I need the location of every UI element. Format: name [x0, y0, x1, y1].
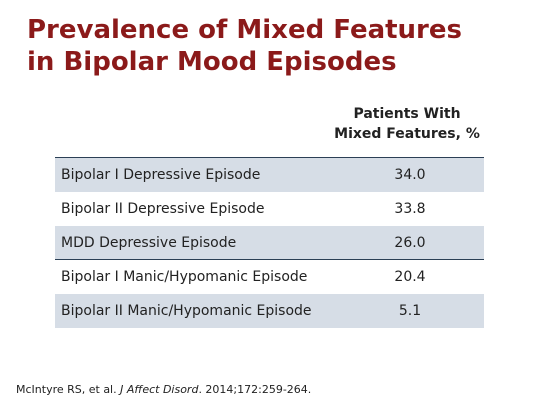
- table-row: Bipolar I Manic/Hypomanic Episode 20.4: [55, 260, 484, 294]
- column-header: Patients With Mixed Features, %: [322, 104, 492, 144]
- table-row: Bipolar II Depressive Episode 33.8: [55, 192, 484, 226]
- row-value: 26.0: [394, 235, 426, 251]
- table-row: Bipolar II Manic/Hypomanic Episode 5.1: [55, 294, 484, 328]
- citation-authors: McIntyre RS, et al.: [16, 383, 121, 396]
- title-line-2: in Bipolar Mood Episodes: [27, 47, 397, 77]
- row-label: MDD Depressive Episode: [61, 235, 237, 251]
- row-value: 33.8: [394, 201, 426, 217]
- citation-details: . 2014;172:259-264.: [198, 383, 312, 396]
- row-label: Bipolar II Manic/Hypomanic Episode: [61, 303, 312, 319]
- row-label: Bipolar II Depressive Episode: [61, 201, 265, 217]
- column-header-line-1: Patients With: [353, 106, 461, 122]
- table-row: MDD Depressive Episode 26.0: [55, 226, 484, 260]
- citation: McIntyre RS, et al. J Affect Disord. 201…: [16, 383, 311, 396]
- citation-journal: J Affect Disord: [120, 383, 199, 396]
- title-line-1: Prevalence of Mixed Features: [27, 15, 462, 45]
- column-header-line-2: Mixed Features, %: [334, 126, 480, 142]
- prevalence-table: Bipolar I Depressive Episode 34.0 Bipola…: [55, 157, 484, 328]
- row-value: 20.4: [394, 269, 426, 285]
- row-label: Bipolar I Manic/Hypomanic Episode: [61, 269, 308, 285]
- slide-title: Prevalence of Mixed Features in Bipolar …: [27, 14, 507, 78]
- row-label: Bipolar I Depressive Episode: [61, 167, 261, 183]
- row-value: 34.0: [394, 167, 426, 183]
- row-value: 5.1: [398, 303, 422, 319]
- table-row: Bipolar I Depressive Episode 34.0: [55, 158, 484, 192]
